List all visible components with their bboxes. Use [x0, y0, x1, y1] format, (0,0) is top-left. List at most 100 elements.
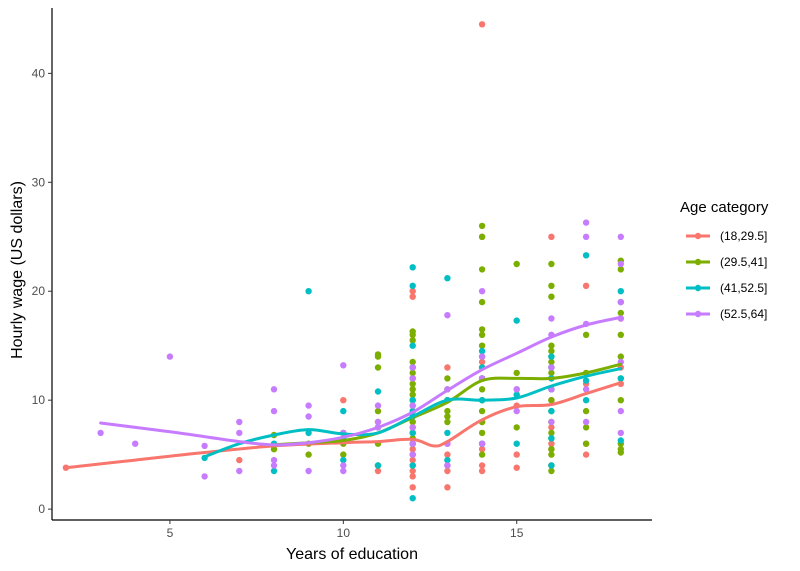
data-point: [548, 467, 555, 475]
data-point: [582, 233, 590, 240]
data-point: [548, 233, 555, 240]
data-point: [374, 467, 382, 475]
data-point: [340, 451, 347, 458]
legend-key-point: [694, 258, 702, 266]
data-point: [374, 462, 382, 469]
data-point: [548, 418, 555, 426]
data-point: [617, 437, 624, 444]
data-point: [444, 429, 451, 437]
data-point: [478, 386, 486, 393]
data-point: [305, 467, 312, 475]
data-point: [409, 397, 416, 404]
y-tick-label: 20: [32, 284, 46, 298]
data-point: [270, 407, 278, 415]
data-point: [409, 402, 416, 409]
data-point: [617, 331, 624, 338]
data-point: [513, 440, 520, 447]
data-point: [340, 397, 347, 404]
data-point: [374, 407, 382, 415]
data-point: [409, 424, 416, 431]
data-point: [270, 386, 278, 393]
data-point: [270, 446, 278, 453]
data-point: [617, 260, 624, 268]
data-point: [548, 293, 555, 300]
data-point: [513, 451, 520, 458]
data-point: [513, 260, 520, 268]
data-point: [548, 369, 555, 377]
data-point: [548, 440, 555, 447]
data-point: [305, 413, 312, 420]
x-axis-title: Years of education: [286, 546, 418, 563]
data-point: [409, 282, 416, 289]
data-point: [548, 397, 555, 404]
data-point: [513, 407, 520, 415]
data-point: [617, 407, 624, 415]
data-point: [478, 451, 486, 458]
y-tick-label: 40: [32, 66, 46, 80]
data-point: [548, 315, 555, 322]
data-point: [548, 358, 555, 366]
data-point: [617, 298, 624, 306]
data-point: [444, 413, 451, 420]
data-point: [548, 451, 555, 458]
data-point: [374, 402, 382, 409]
legend-key-point: [694, 310, 702, 318]
data-point: [478, 342, 486, 349]
data-point: [236, 429, 243, 437]
data-point: [409, 462, 416, 469]
data-point: [444, 467, 451, 475]
data-point: [444, 375, 451, 382]
legend-label: (41,52.5]: [720, 281, 767, 295]
smooth-line--18-29.5-: [64, 381, 623, 470]
data-point: [617, 397, 624, 404]
data-point: [548, 407, 555, 415]
data-point: [409, 386, 416, 393]
data-point: [409, 288, 416, 295]
data-point: [409, 456, 416, 464]
data-point: [478, 222, 486, 230]
data-point: [444, 418, 451, 426]
data-point: [478, 326, 486, 333]
data-point: [340, 407, 347, 415]
y-tick-label: 30: [32, 175, 46, 189]
data-point: [513, 369, 520, 377]
data-point: [617, 375, 624, 382]
data-point: [444, 312, 451, 319]
data-point: [305, 402, 312, 409]
data-point: [548, 347, 555, 355]
data-point: [409, 380, 416, 387]
data-point: [374, 388, 382, 395]
data-point: [548, 435, 555, 442]
data-point: [201, 473, 208, 480]
data-point: [409, 342, 416, 349]
data-point: [617, 353, 624, 360]
data-point: [478, 331, 486, 338]
data-point: [444, 275, 451, 282]
data-point: [409, 473, 416, 480]
data-point: [444, 451, 451, 458]
data-point: [582, 219, 590, 226]
legend-label: (29.5,41]: [720, 255, 767, 269]
x-tick-label: 5: [167, 526, 174, 540]
data-point: [617, 233, 624, 240]
data-point: [513, 386, 520, 393]
data-point: [478, 446, 486, 453]
legend-title: Age category: [680, 199, 769, 216]
data-point: [236, 418, 243, 426]
data-point: [409, 418, 416, 426]
data-point: [617, 266, 624, 273]
legend-key-point: [694, 284, 702, 292]
data-point: [236, 456, 243, 464]
data-point: [444, 456, 451, 464]
data-point: [513, 317, 520, 324]
data-point: [478, 298, 486, 306]
data-point: [582, 440, 590, 447]
points-layer: [62, 21, 624, 502]
data-point: [409, 495, 416, 502]
data-point: [340, 456, 347, 464]
data-point: [374, 418, 382, 426]
data-point: [340, 362, 347, 369]
data-point: [548, 424, 555, 431]
data-point: [478, 440, 486, 447]
